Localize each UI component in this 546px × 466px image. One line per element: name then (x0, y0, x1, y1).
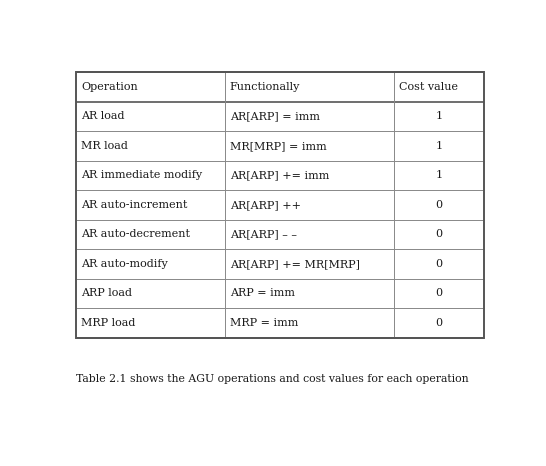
Text: 1: 1 (435, 171, 442, 180)
Text: 0: 0 (435, 229, 442, 240)
Text: MRP = imm: MRP = imm (230, 318, 298, 328)
Text: Cost value: Cost value (399, 82, 458, 92)
Text: 0: 0 (435, 288, 442, 298)
Bar (76, 72, 484, 337)
Text: Operation: Operation (81, 82, 138, 92)
Text: MR load: MR load (81, 141, 128, 151)
Bar (76, 72, 484, 337)
Text: AR auto-modify: AR auto-modify (81, 259, 168, 269)
Text: AR[ARP] += MR[MRP]: AR[ARP] += MR[MRP] (230, 259, 360, 269)
Text: AR[ARP] ++: AR[ARP] ++ (230, 200, 301, 210)
Text: ARP load: ARP load (81, 288, 132, 298)
Text: 1: 1 (435, 141, 442, 151)
Text: 0: 0 (435, 200, 442, 210)
Text: AR auto-increment: AR auto-increment (81, 200, 187, 210)
Text: AR load: AR load (81, 111, 124, 121)
Text: 0: 0 (435, 259, 442, 269)
Text: Functionally: Functionally (230, 82, 300, 92)
Text: Table 2.1 shows the AGU operations and cost values for each operation: Table 2.1 shows the AGU operations and c… (76, 374, 468, 384)
Text: MR[MRP] = imm: MR[MRP] = imm (230, 141, 327, 151)
Text: 0: 0 (435, 318, 442, 328)
Text: ARP = imm: ARP = imm (230, 288, 295, 298)
Text: 1: 1 (435, 111, 442, 121)
Text: AR[ARP] – –: AR[ARP] – – (230, 229, 297, 240)
Text: MRP load: MRP load (81, 318, 135, 328)
Text: AR[ARP] = imm: AR[ARP] = imm (230, 111, 320, 121)
Text: AR immediate modify: AR immediate modify (81, 171, 202, 180)
Text: AR[ARP] += imm: AR[ARP] += imm (230, 171, 329, 180)
Text: AR auto-decrement: AR auto-decrement (81, 229, 190, 240)
